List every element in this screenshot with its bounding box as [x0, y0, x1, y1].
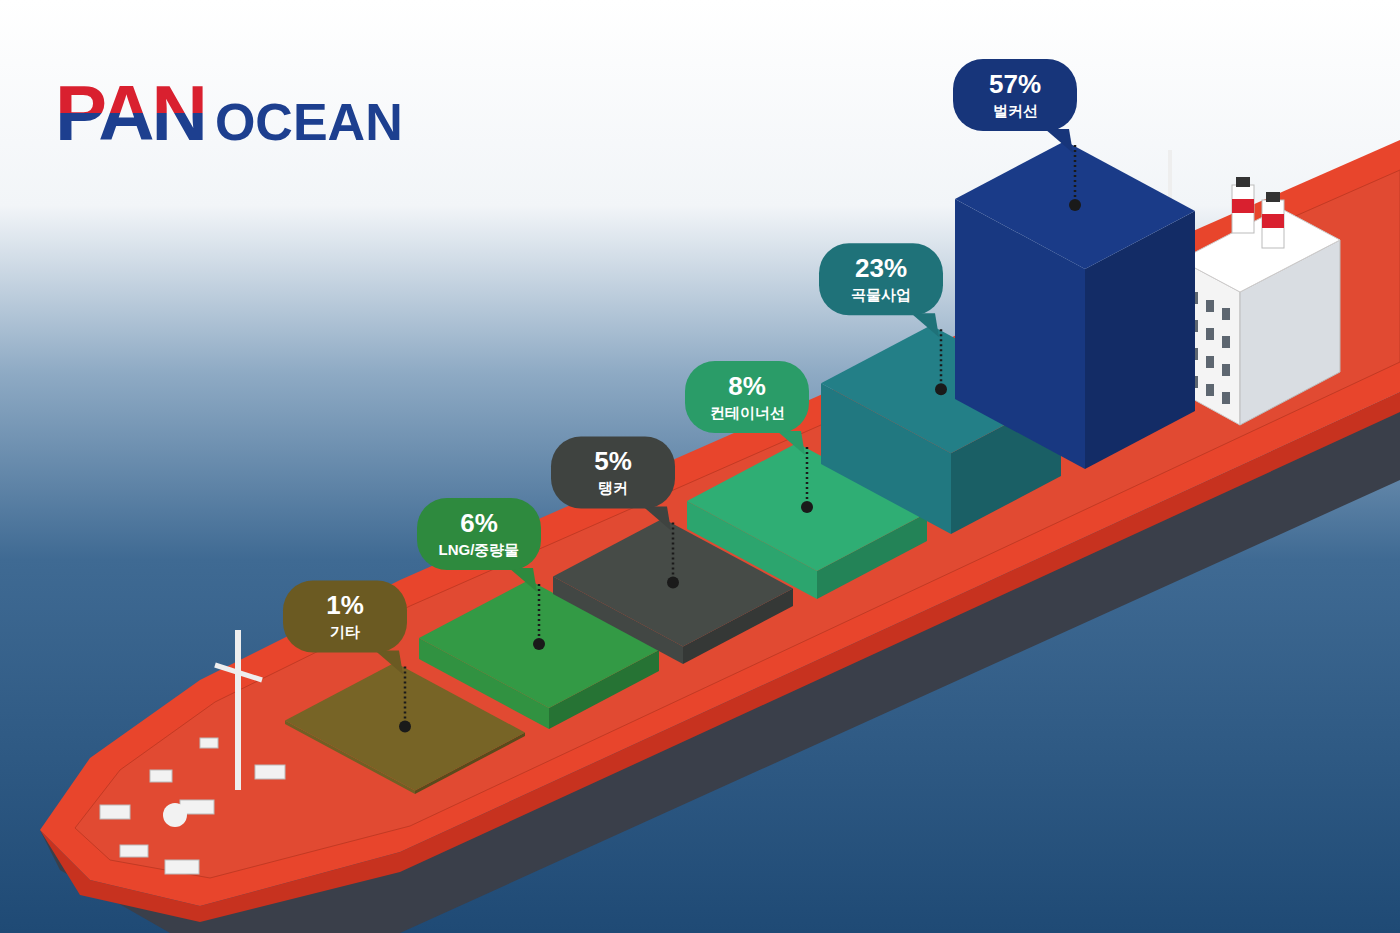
label-bubble: 8% 컨테이너선: [685, 361, 809, 455]
bar-dot: [935, 383, 947, 395]
bar-dot: [667, 576, 679, 588]
deck-fitting: [165, 860, 199, 874]
category-label: LNG/중량물: [439, 541, 520, 558]
label-bubble: 6% LNG/중량물: [417, 498, 541, 592]
title-part: PAN: [55, 69, 205, 157]
bubble-body: [953, 59, 1077, 131]
category-label: 컨테이너선: [710, 404, 785, 421]
leader-line: [1074, 145, 1077, 197]
ship-mast: [235, 630, 241, 790]
plot-area: [285, 141, 1195, 794]
title-part: OCEAN: [215, 93, 403, 151]
label-bubble: 5% 탱커: [551, 436, 675, 530]
bubble-body: [283, 580, 407, 652]
bar-face-top: [955, 141, 1195, 269]
category-label: 기타: [330, 623, 360, 640]
deck-fitting: [163, 803, 187, 827]
bubble-tail: [375, 650, 403, 674]
data-label: 57%: [989, 69, 1041, 99]
window: [1206, 300, 1214, 312]
label-bubble: 1% 기타: [283, 580, 407, 674]
title: PANOCEAN: [55, 69, 403, 157]
bubble-tail: [1045, 129, 1073, 153]
bubble-body: [551, 436, 675, 508]
bar-dot: [801, 501, 813, 513]
data-label: 6%: [460, 508, 498, 538]
deck-fitting: [150, 770, 172, 782]
window: [1206, 356, 1214, 368]
ship-deck: [40, 140, 1400, 906]
superstructure: [1180, 208, 1340, 292]
labels: 1% 기타 6% LNG/중량물 5% 탱커 8% 컨테이너선 23% 곡물사업 57% 벌커선: [283, 59, 1077, 718]
window: [1222, 336, 1230, 348]
window: [1222, 308, 1230, 320]
leader-line: [672, 522, 675, 574]
category-label: 탱커: [598, 479, 628, 496]
data-label: 23%: [855, 253, 907, 283]
deck-fitting: [120, 845, 148, 857]
bubble-tail: [643, 506, 671, 530]
deck-fitting: [255, 765, 285, 779]
deck-fitting: [100, 805, 130, 819]
deck-fitting: [200, 738, 218, 748]
funnel-band: [1262, 214, 1284, 228]
bubble-tail: [509, 568, 537, 592]
funnel: [1262, 200, 1284, 248]
bubble-body: [819, 243, 943, 315]
leader-line: [940, 329, 943, 381]
funnel-top: [1266, 192, 1280, 202]
bubble-tail: [911, 313, 939, 337]
bubble-tail: [777, 431, 805, 455]
data-label: 1%: [326, 590, 364, 620]
label-bubble: 57% 벌커선: [953, 59, 1077, 153]
ship-deck-inner: [75, 170, 1400, 878]
funnel-band: [1232, 199, 1254, 213]
leader-line: [404, 666, 407, 718]
ship: [40, 140, 1400, 933]
bar-dot: [1069, 199, 1081, 211]
background: [0, 0, 1400, 933]
window: [1222, 392, 1230, 404]
bubble-body: [685, 361, 809, 433]
bubble-body: [417, 498, 541, 570]
funnel-top: [1236, 177, 1250, 187]
bar-dot: [399, 720, 411, 732]
bar-dot: [533, 638, 545, 650]
window: [1222, 364, 1230, 376]
leader-line: [538, 584, 541, 636]
bar: [955, 141, 1195, 469]
funnel: [1232, 185, 1254, 233]
chart-canvas: PANOCEAN 1% 기타 6% LNG/중량물 5% 탱커 8% 컨테이너선 23% 곡물사업 5…: [0, 0, 1400, 933]
category-label: 곡물사업: [851, 286, 911, 303]
label-bubble: 23% 곡물사업: [819, 243, 943, 337]
window: [1206, 328, 1214, 340]
data-label: 8%: [728, 371, 766, 401]
window: [1206, 384, 1214, 396]
leader-line: [806, 447, 809, 499]
ship-mast: [215, 665, 262, 680]
data-label: 5%: [594, 446, 632, 476]
category-label: 벌커선: [993, 102, 1038, 119]
